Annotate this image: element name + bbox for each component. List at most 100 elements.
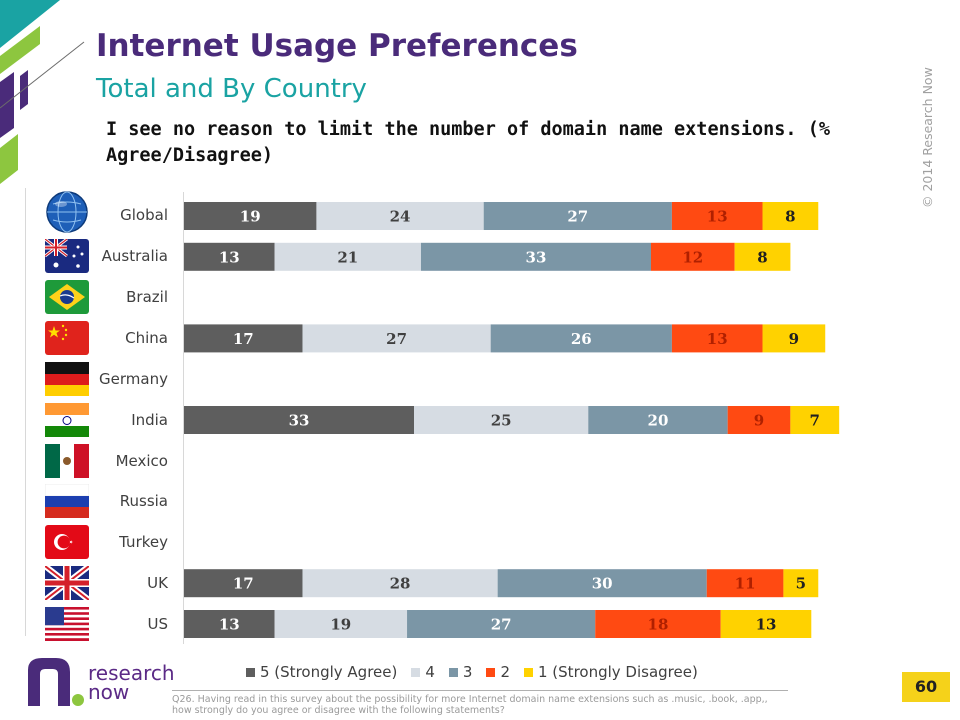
us-flag-icon [45,607,89,641]
legend-label: 3 [462,663,473,681]
bar-segment [420,242,651,271]
turkey-flag-icon [45,525,89,559]
bar-segment [274,242,421,271]
bar-segment [490,324,672,353]
bar-segment [783,569,819,598]
legend-item: 3 [448,663,473,681]
bar-segment [316,202,484,230]
bar-segment [184,406,415,434]
legend-swatch [486,667,496,677]
logo-text: research now [88,661,175,704]
bar-segment [790,406,840,434]
bar-segment [302,569,498,598]
bar-segment [483,202,672,230]
category-label: Global [120,206,168,224]
logo-line-2: now [88,680,130,704]
data-label: 25 [491,412,512,430]
data-label: 13 [219,616,240,634]
bar-segment [184,569,303,598]
data-label: 17 [233,330,254,348]
category-label: Germany [99,370,168,388]
footer-divider [172,690,788,691]
data-label: 21 [337,248,358,266]
research-now-logo: research now [26,656,175,708]
category-label: China [125,329,168,347]
legend-item: 5 (Strongly Agree) [246,663,397,681]
globe-icon [45,190,89,233]
germany-flag-icon [45,362,89,396]
logo-mark [28,658,84,706]
survey-question: I see no reason to limit the number of d… [106,119,830,166]
category-label: UK [147,574,168,592]
legend-swatch [246,667,255,677]
legend-label: 1 (Strongly Disagree) [538,663,698,681]
legend-item: 2 [486,663,510,681]
category-label: US [147,615,168,633]
bar-segment [414,406,589,434]
india-flag-icon [45,403,89,437]
mexico-flag-icon [45,444,89,478]
category-label: Russia [119,492,168,510]
data-label: 13 [756,616,777,634]
left-divider [25,188,26,636]
data-label: 13 [707,208,728,226]
bar-segment [588,406,728,434]
category-label: Mexico [115,452,168,470]
copyright-text: © 2014 Research Now [920,67,935,208]
logo-line-1: research [88,661,175,685]
legend-label: 5 (Strongly Agree) [260,663,398,681]
bar-segment [407,610,596,638]
legend-swatch [524,667,533,677]
bar-segment [734,242,791,271]
axis-line [183,192,184,644]
legend-swatch [448,667,458,677]
china-flag-icon [45,321,89,355]
russia-flag-icon [45,484,89,518]
stacked-bar-chart: 19 24 27 13 8 13 21 33 12 8 17 27 26 13 9 33 25 20 9 7 17 28 3… [184,202,840,638]
corner-decoration [0,0,85,184]
legend-item: 1 (Strongly Disagree) [524,663,698,681]
data-label: 8 [757,248,767,266]
data-label: 9 [754,412,764,430]
data-label: 33 [289,412,310,430]
data-label: 13 [219,248,240,266]
bar-segment [184,242,275,271]
legend-label: 4 [425,663,435,681]
chart-legend: 5 (Strongly Agree) 4 3 2 1 (Strongly Dis… [246,661,698,683]
copyright-notice: © 2014 Research Now [916,62,940,212]
data-label: 12 [682,248,703,266]
data-label: 8 [785,208,795,226]
page-number: 60 [902,672,950,702]
data-label: 30 [592,575,613,593]
page-title: Internet Usage Preferences [96,28,578,64]
bar-segment [671,324,763,353]
data-label: 20 [648,412,669,430]
bar-segment [274,610,408,638]
australia-flag-icon [45,239,89,273]
category-label: Brazil [126,288,168,306]
bar-segment [720,610,812,638]
legend-item: 4 [411,663,435,681]
uk-flag-icon [45,566,89,600]
category-label: Australia [101,247,168,265]
data-label: 33 [526,248,547,266]
brazil-flag-icon [45,280,89,314]
bar-segment [671,202,763,230]
category-label: India [131,411,168,429]
bar-segment [184,202,317,230]
data-label: 24 [390,208,411,226]
data-label: 19 [240,208,261,226]
data-label: 13 [707,330,728,348]
data-label: 5 [796,575,806,593]
bar-segment [650,242,735,271]
page-subtitle: Total and By Country [96,74,367,104]
data-label: 9 [789,330,799,348]
footnote: Q26. Having read in this survey about th… [172,694,768,716]
legend-swatch [411,667,421,677]
bar-segment [706,569,784,598]
data-label: 27 [386,330,407,348]
bar-segment [727,406,791,434]
bar-segment [184,324,303,353]
data-label: 17 [233,575,254,593]
data-label: 28 [390,575,411,593]
